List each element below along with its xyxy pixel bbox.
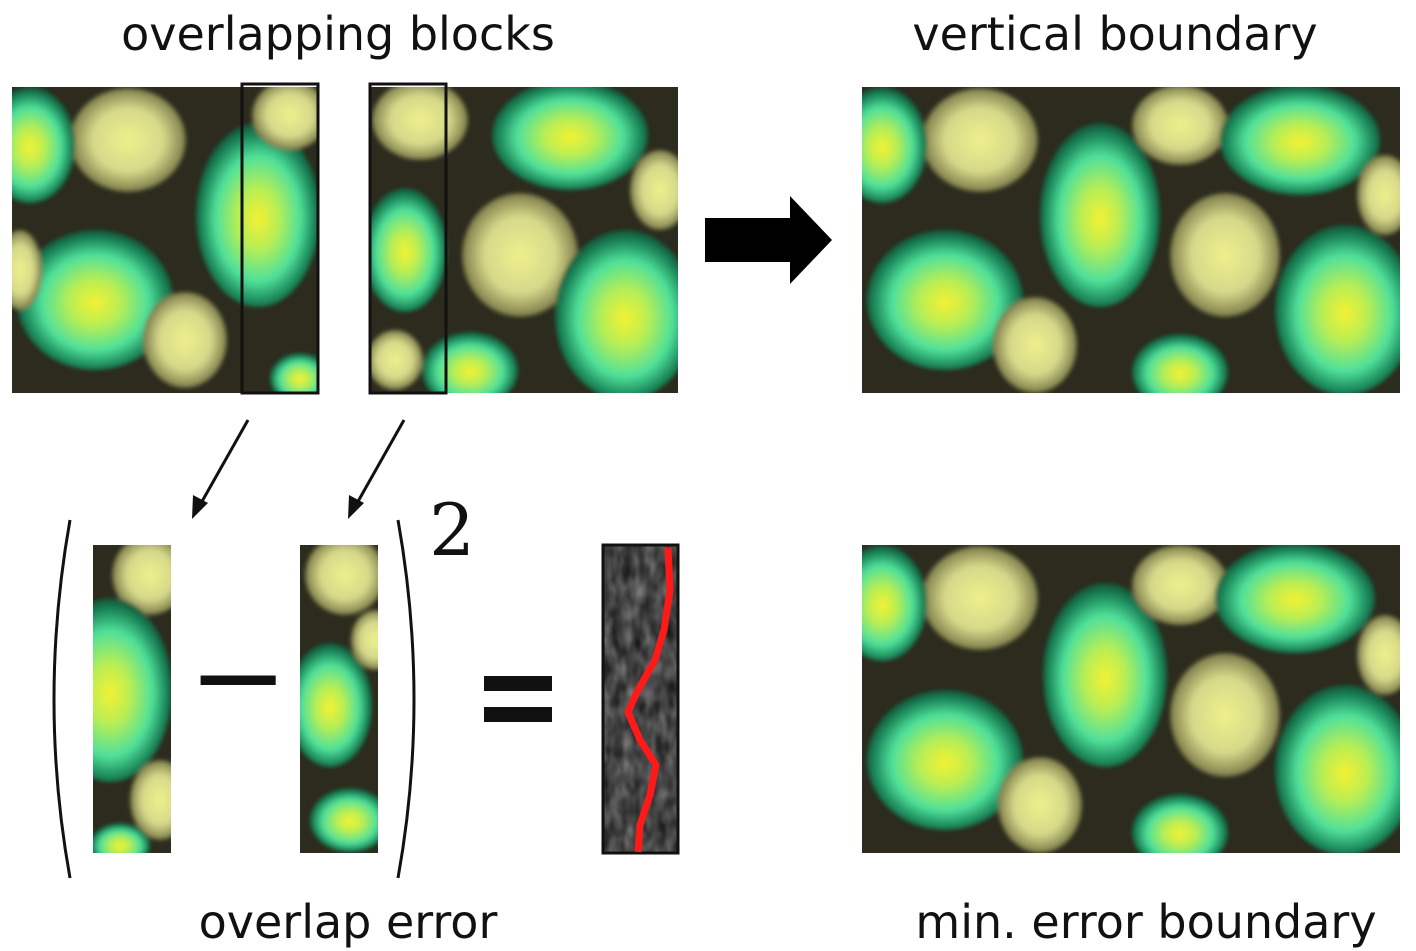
texture-block-b [370, 87, 678, 393]
pointer-arrows [192, 419, 406, 519]
equals-sign [484, 676, 552, 722]
right-arrow-icon [705, 196, 832, 284]
overlap-region-a [240, 82, 320, 395]
texture-vertical-boundary [862, 87, 1400, 393]
right-paren [396, 519, 416, 879]
exponent-two: 2 [429, 488, 475, 572]
overlap-strip-a [93, 545, 171, 853]
min-error-boundary-title: min. error boundary [915, 895, 1376, 949]
min-error-cut-path [624, 547, 674, 853]
overlapping-blocks-title: overlapping blocks [121, 7, 555, 61]
texture-block-a [12, 87, 318, 393]
left-paren [52, 519, 72, 879]
error-surface [603, 545, 678, 853]
overlap-strip-b [300, 545, 378, 853]
texture-min-error-boundary [862, 545, 1400, 853]
overlap-error-title: overlap error [199, 895, 498, 949]
overlap-region-b [368, 82, 448, 395]
minus-sign: − [188, 608, 289, 747]
vertical-boundary-title: vertical boundary [912, 7, 1317, 61]
